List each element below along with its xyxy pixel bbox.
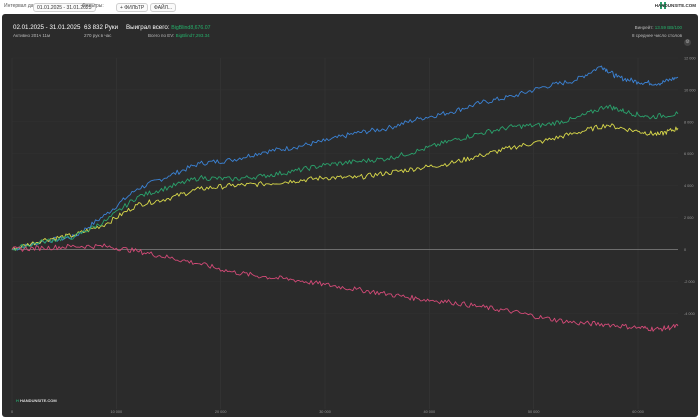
x-tick-label: 10 000 <box>111 410 123 414</box>
y-tick-label: -2 000 <box>684 280 695 284</box>
interval-label: Интервал дат: <box>4 3 38 9</box>
y-tick-label: 8 000 <box>684 120 694 124</box>
winrate-label: Винрейт: <box>634 25 654 30</box>
hands-sub: 270 рук в час <box>84 33 112 38</box>
won-label: Выиграл всего: <box>126 24 170 31</box>
y-tick-label: 12 000 <box>684 57 696 61</box>
period-value: 02.01.2025 - 31.01.2025 <box>13 24 81 31</box>
won-value: BigBlind8,676.07 <box>171 25 211 31</box>
y-tick-label: 6 000 <box>684 152 694 156</box>
hands-value: 63 832 Руки <box>84 24 119 31</box>
preset-button[interactable]: ФАЙЛ... <box>150 3 177 12</box>
ev-value: BigBlind7,293.34 <box>175 33 210 38</box>
x-tick-label: 20 000 <box>215 410 227 414</box>
series-line-1[interactable] <box>11 123 679 251</box>
won-total: Выиграл всего: BigBlind8,676.07 <box>126 24 211 31</box>
y-tick-label: 0 <box>684 248 686 252</box>
tables-label: 8 среднее число столов <box>631 33 682 38</box>
brand-logo-icon <box>660 2 666 9</box>
ev-total: Всего по EV: BigBlind7,293.34 <box>148 33 210 38</box>
results-graph-panel: 02.01.2025 - 31.01.2025 Активно 201ч 11м… <box>2 14 698 417</box>
brand-name: HANDUNSITE.COM <box>654 3 696 8</box>
x-tick-label: 40 000 <box>424 410 436 414</box>
series-line-3[interactable] <box>11 243 679 332</box>
winrate: Винрейт: 13.59 BB/100 <box>635 25 682 30</box>
series-line-0[interactable] <box>11 65 679 251</box>
y-tick-label: -4 000 <box>684 312 695 316</box>
x-tick-label: 50 000 <box>528 410 540 414</box>
x-tick-label: 60 000 <box>632 410 644 414</box>
ev-label: Всего по EV: <box>148 33 175 38</box>
profit-chart: 0 10 000 20 000 30 000 40 000 50 000 60 000 12 … <box>11 57 696 415</box>
series-line-2[interactable] <box>11 104 679 251</box>
filters-label: Фильтры: <box>82 3 104 9</box>
y-tick-label: 2 000 <box>684 216 694 220</box>
watermark: H HANDUNSITE.COM <box>16 398 57 403</box>
winrate-value: 13.59 BB/100 <box>654 25 682 30</box>
x-tick-label: 0 <box>11 410 13 414</box>
y-tick-label: 10 000 <box>684 88 696 92</box>
watermark-logo-icon: H <box>16 398 19 403</box>
top-toolbar: Интервал дат: 01.01.2025 - 31.01.2025 Фи… <box>0 0 700 12</box>
y-tick-label: 4 000 <box>684 184 694 188</box>
add-filter-button[interactable]: + ФИЛЬТР <box>116 3 149 12</box>
date-range-picker[interactable]: 01.01.2025 - 31.01.2025 <box>33 3 96 12</box>
settings-gear-icon[interactable]: ⚙ <box>684 39 691 46</box>
period-sub: Активно 201ч 11м <box>13 33 51 38</box>
x-tick-label: 30 000 <box>319 410 331 414</box>
watermark-text: HANDUNSITE.COM <box>20 398 57 403</box>
